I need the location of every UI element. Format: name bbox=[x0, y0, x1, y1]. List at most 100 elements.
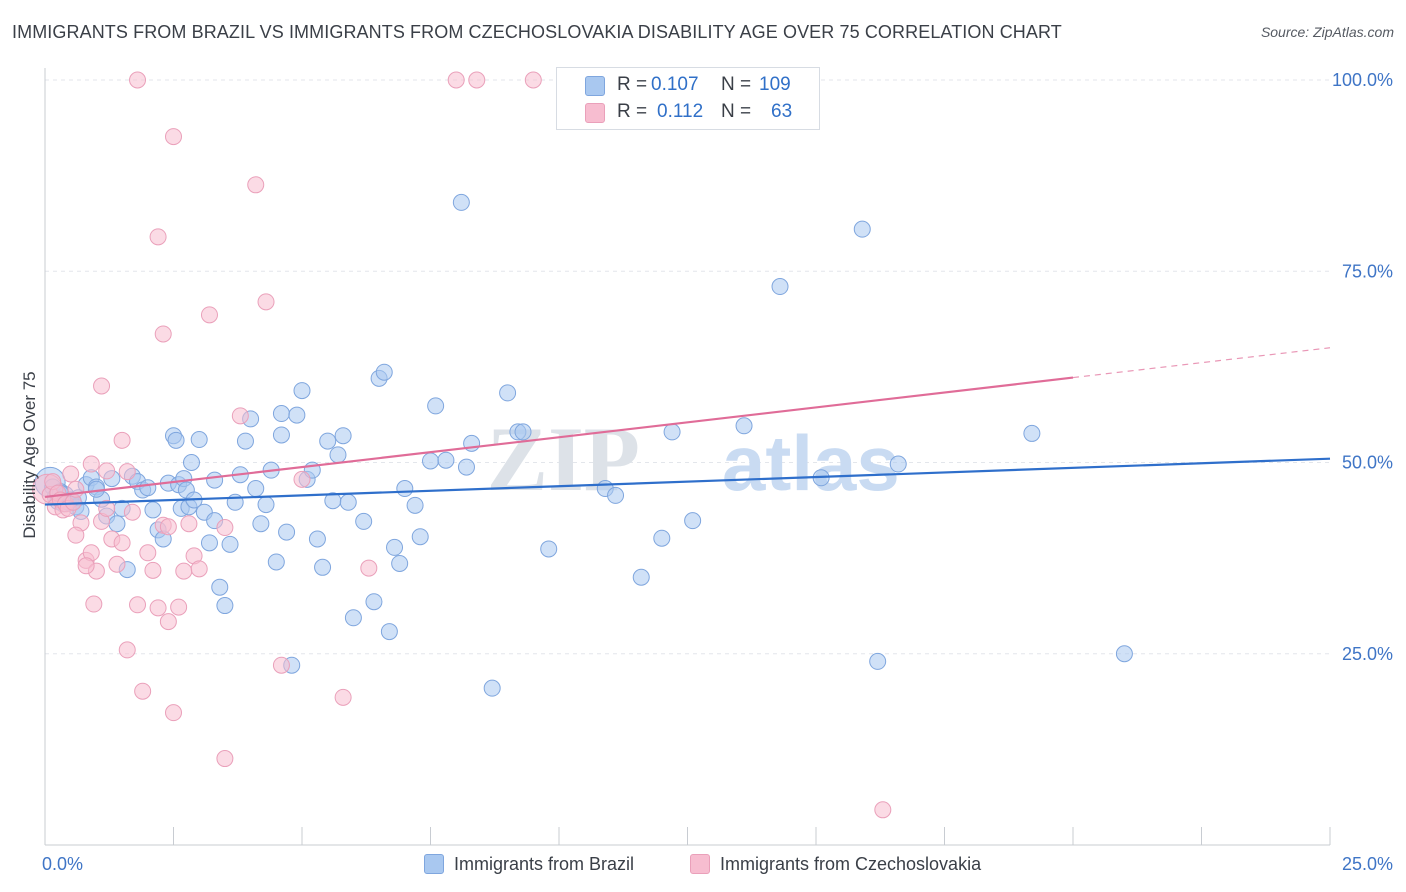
brazil-legend-label: Immigrants from Brazil bbox=[454, 853, 635, 874]
n-label: N = bbox=[721, 74, 752, 95]
brazil-point bbox=[334, 427, 352, 445]
brazil-point bbox=[144, 501, 162, 519]
czech-point bbox=[149, 599, 167, 617]
czech-point bbox=[82, 455, 100, 473]
brazil-point bbox=[735, 417, 753, 435]
czech-point bbox=[360, 559, 378, 577]
brazil-point bbox=[200, 534, 218, 552]
czech-point bbox=[134, 682, 152, 700]
czech-point bbox=[108, 555, 126, 573]
brazil-point bbox=[319, 432, 337, 450]
brazil-point bbox=[236, 432, 254, 450]
czech-point bbox=[170, 598, 188, 616]
brazil-point bbox=[663, 423, 681, 441]
czech-point bbox=[77, 557, 95, 575]
n-label: N = bbox=[721, 101, 752, 122]
brazil-point bbox=[452, 193, 470, 211]
czech-point bbox=[149, 228, 167, 246]
czech-point bbox=[118, 641, 136, 659]
brazil-point bbox=[540, 540, 558, 558]
brazil-point bbox=[355, 512, 373, 530]
brazil-point bbox=[889, 455, 907, 473]
brazil-point bbox=[406, 496, 424, 514]
brazil-point bbox=[457, 458, 475, 476]
source-credit: Source: ZipAtlas.com bbox=[1260, 24, 1394, 40]
brazil-point bbox=[386, 538, 404, 556]
brazil-point bbox=[853, 220, 871, 238]
trend-lines bbox=[44, 347, 1331, 506]
czech-point bbox=[165, 128, 182, 146]
brazil-point bbox=[483, 679, 501, 697]
czech-point bbox=[190, 560, 208, 578]
legend-item-czech[interactable]: Immigrants from Czechoslovakia bbox=[690, 850, 981, 878]
brazil-point bbox=[182, 454, 200, 471]
czech-swatch bbox=[585, 103, 605, 123]
stats-row-czech: R = 0.112 N = 63 bbox=[557, 100, 821, 126]
brazil-point bbox=[339, 493, 357, 511]
czech-n-value: 63 bbox=[771, 101, 793, 122]
brazil-point bbox=[391, 554, 409, 572]
czech-point bbox=[247, 176, 265, 194]
legend-item-brazil[interactable]: Immigrants from Brazil bbox=[424, 850, 634, 878]
czech-point bbox=[216, 750, 234, 768]
brazil-point bbox=[771, 278, 789, 296]
brazil-point bbox=[216, 597, 234, 615]
brazil-point bbox=[411, 528, 429, 546]
watermark: ZIP atlas bbox=[487, 408, 900, 510]
czech-point bbox=[272, 656, 290, 674]
brazil-point bbox=[308, 530, 326, 548]
brazil-point bbox=[190, 431, 208, 449]
x-tick-label: 0.0% bbox=[42, 854, 83, 874]
czech-point bbox=[144, 561, 162, 579]
czech-point bbox=[129, 71, 147, 89]
brazil-point bbox=[272, 405, 290, 423]
czech-point bbox=[334, 688, 352, 706]
czech-point bbox=[113, 534, 131, 552]
stats-row-brazil: R = 0.107 N = 109 bbox=[557, 73, 821, 99]
brazil-legend-swatch bbox=[424, 854, 444, 874]
brazil-point bbox=[1115, 645, 1133, 663]
brazil-point bbox=[437, 451, 455, 469]
czech-point bbox=[123, 503, 141, 521]
czech-point bbox=[98, 462, 116, 480]
czech-point bbox=[93, 377, 111, 395]
brazil-point bbox=[1023, 424, 1041, 442]
stats-legend: R = 0.107 N = 109 R = 0.112 N = 63 bbox=[556, 67, 820, 130]
r-label: R = bbox=[617, 74, 648, 95]
czech-point bbox=[67, 526, 85, 544]
y-tick-label: 75.0% bbox=[1342, 261, 1393, 281]
brazil-point bbox=[380, 623, 398, 641]
czech-trend-extension bbox=[1072, 347, 1331, 379]
czech-point bbox=[468, 71, 486, 89]
axes bbox=[44, 68, 1331, 846]
brazil-point bbox=[108, 515, 126, 533]
brazil-point bbox=[288, 406, 306, 424]
czech-point bbox=[874, 801, 892, 819]
brazil-point bbox=[293, 382, 311, 400]
chart-title: IMMIGRANTS FROM BRAZIL VS IMMIGRANTS FRO… bbox=[12, 22, 1062, 42]
brazil-point bbox=[375, 363, 393, 381]
czech-point bbox=[159, 518, 177, 536]
brazil-point bbox=[167, 431, 185, 449]
x-tick-label: 25.0% bbox=[1342, 854, 1393, 874]
brazil-point bbox=[278, 523, 296, 541]
czech-point bbox=[175, 562, 193, 580]
czech-point bbox=[180, 515, 198, 533]
r-label: R = bbox=[617, 101, 648, 122]
brazil-point bbox=[211, 578, 229, 596]
czech-point bbox=[447, 71, 465, 89]
brazil-point bbox=[252, 515, 270, 533]
brazil-point bbox=[247, 480, 265, 498]
czech-point bbox=[154, 325, 172, 343]
czech-trend-line bbox=[44, 376, 1074, 499]
brazil-point bbox=[314, 558, 332, 576]
brazil-point bbox=[221, 535, 239, 553]
czech-r-value: 0.112 bbox=[657, 101, 704, 122]
brazil-point bbox=[653, 529, 671, 547]
brazil-point bbox=[267, 553, 285, 571]
czech-point bbox=[139, 544, 157, 562]
brazil-point bbox=[329, 446, 347, 464]
czech-point bbox=[159, 613, 177, 631]
czech-point bbox=[200, 306, 218, 324]
